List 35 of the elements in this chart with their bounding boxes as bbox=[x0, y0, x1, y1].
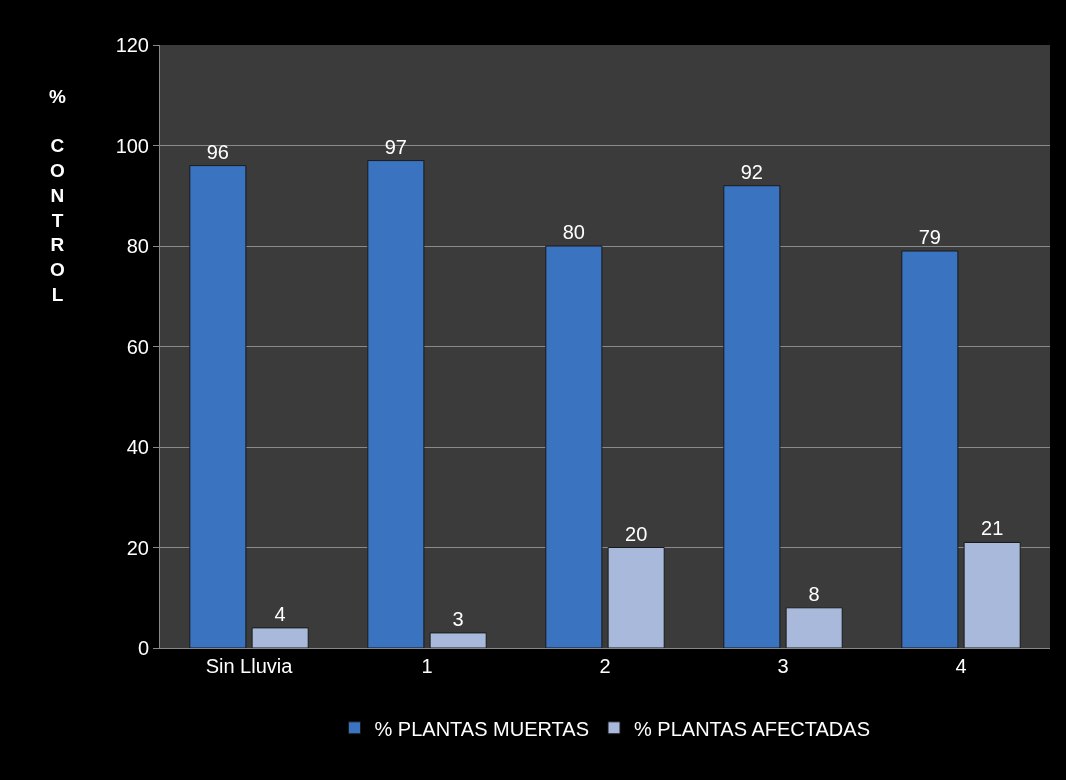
data-label: 96 bbox=[206, 140, 229, 163]
data-label: 4 bbox=[274, 602, 286, 625]
x-tick-label: Sin Lluvia bbox=[205, 655, 294, 677]
x-tick-label: 1 bbox=[421, 655, 433, 677]
bar bbox=[189, 165, 247, 648]
bar bbox=[901, 250, 959, 648]
bar bbox=[963, 541, 1021, 648]
bar bbox=[545, 245, 603, 648]
y-tick-label: 120 bbox=[115, 34, 149, 56]
y-tick-label: 60 bbox=[126, 335, 149, 358]
data-label: 3 bbox=[452, 607, 464, 630]
text: % CONTROL bbox=[49, 86, 66, 305]
y-tick-label: 0 bbox=[137, 637, 149, 659]
y-tick-label: 20 bbox=[126, 536, 149, 559]
bar bbox=[367, 160, 425, 648]
x-tick-label: 4 bbox=[955, 655, 967, 677]
y-tick-label: 80 bbox=[126, 235, 149, 257]
data-label: 92 bbox=[740, 160, 763, 183]
legend-label: % PLANTAS MUERTAS bbox=[374, 717, 589, 740]
data-label: 20 bbox=[625, 522, 648, 545]
bar bbox=[429, 632, 487, 648]
legend-label: % PLANTAS AFECTADAS bbox=[634, 717, 870, 740]
data-label: 8 bbox=[808, 582, 820, 605]
data-label: 79 bbox=[918, 226, 941, 249]
y-tick-label: 100 bbox=[115, 134, 149, 157]
data-label: 97 bbox=[384, 135, 407, 158]
bar bbox=[607, 547, 665, 648]
bar bbox=[251, 627, 309, 648]
bar bbox=[723, 185, 781, 648]
x-tick-label: 3 bbox=[777, 655, 789, 677]
data-label: 80 bbox=[562, 221, 585, 243]
y-tick-label: 40 bbox=[126, 436, 149, 458]
data-label: 21 bbox=[981, 517, 1004, 540]
bar bbox=[785, 607, 843, 648]
x-tick-label: 2 bbox=[599, 655, 611, 677]
